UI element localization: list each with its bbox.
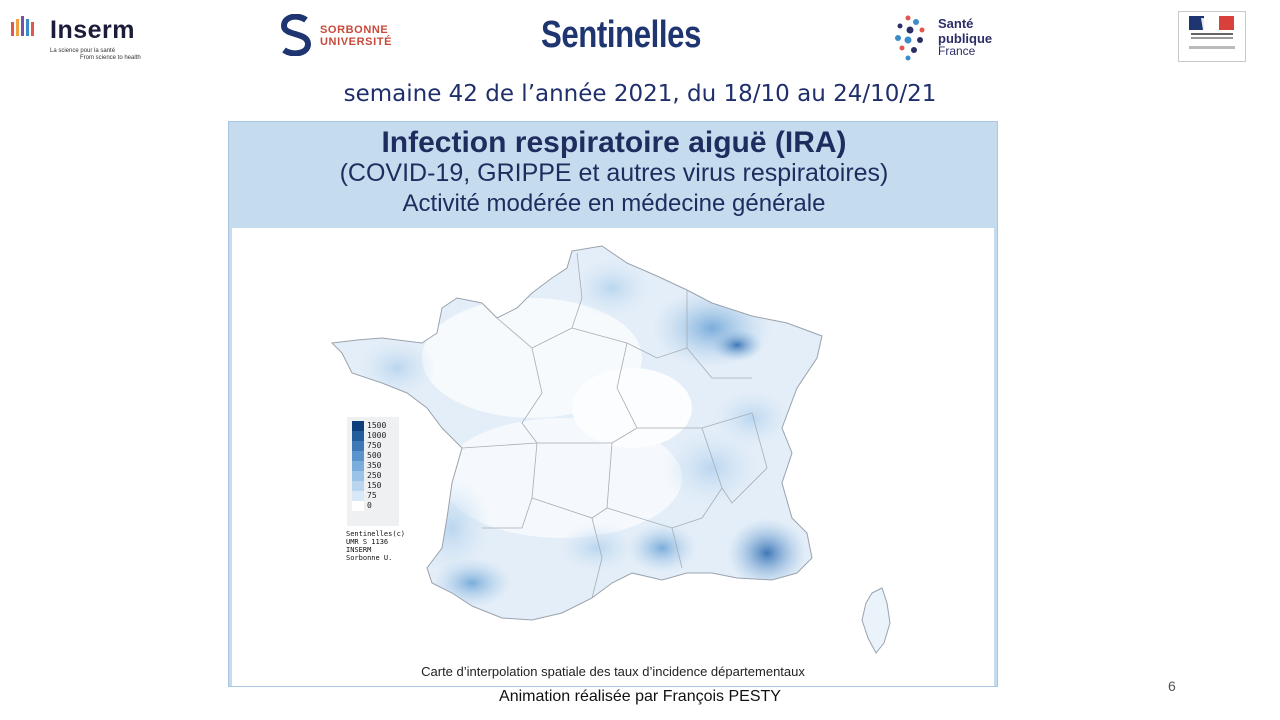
legend-swatch [352, 471, 364, 481]
sorbonne-line1: SORBONNE [320, 24, 389, 36]
legend-swatch [352, 441, 364, 451]
inserm-logo: Inserm La science pour la santé From sci… [10, 10, 170, 66]
card-title: Infection respiratoire aiguë (IRA) [381, 126, 847, 159]
week-subtitle: semaine 42 de l’année 2021, du 18/10 au … [343, 81, 937, 107]
spf-line2: publique [938, 31, 993, 46]
map-panel: 1500 1000 750 500 350 250 150 75 0 Senti… [232, 228, 994, 686]
inserm-bars-icon [11, 16, 34, 36]
inserm-tagline-fr: La science pour la santé [50, 48, 116, 54]
card-activity-level: Activité modérée en médecine générale [402, 190, 826, 217]
legend-swatch [352, 461, 364, 471]
spf-line1: Santé [938, 16, 974, 31]
marianne-flag-icon [1189, 16, 1234, 39]
inserm-tagline-en: From science to health [80, 55, 141, 61]
map-legend: 1500 1000 750 500 350 250 150 75 0 [347, 417, 399, 526]
legend-swatch [352, 431, 364, 441]
map-caption: Carte d’interpolation spatiale des taux … [421, 664, 805, 679]
sorbonne-logo: SORBONNE UNIVERSITÉ [280, 14, 420, 58]
ira-card: Infection respiratoire aiguë (IRA) (COVI… [228, 121, 998, 687]
legend-swatch [352, 451, 364, 461]
corsica-shape [861, 587, 891, 654]
spf-dots-icon [895, 15, 925, 61]
sorbonne-line2: UNIVERSITÉ [320, 36, 393, 48]
legend-swatch [352, 491, 364, 501]
sentinelles-logo: Sentinelles [541, 14, 702, 56]
spf-line3: France [938, 44, 976, 58]
sorbonne-s-icon [280, 14, 312, 56]
footer-credit: Animation réalisée par François PESTY [499, 688, 781, 705]
legend-swatch [352, 481, 364, 491]
republique-francaise-logo [1178, 11, 1246, 62]
card-subtitle-viruses: (COVID-19, GRIPPE et autres virus respir… [339, 159, 889, 187]
legend-swatch [352, 421, 364, 431]
inserm-name: Inserm [50, 16, 135, 44]
page-number: 6 [1168, 678, 1176, 694]
spf-logo: Santé publique France [892, 14, 1012, 62]
legend-swatch [352, 501, 364, 511]
map-credits: Sentinelles(c) UMR S 1136 INSERM Sorbonn… [346, 530, 406, 562]
france-incidence-map [330, 245, 891, 654]
